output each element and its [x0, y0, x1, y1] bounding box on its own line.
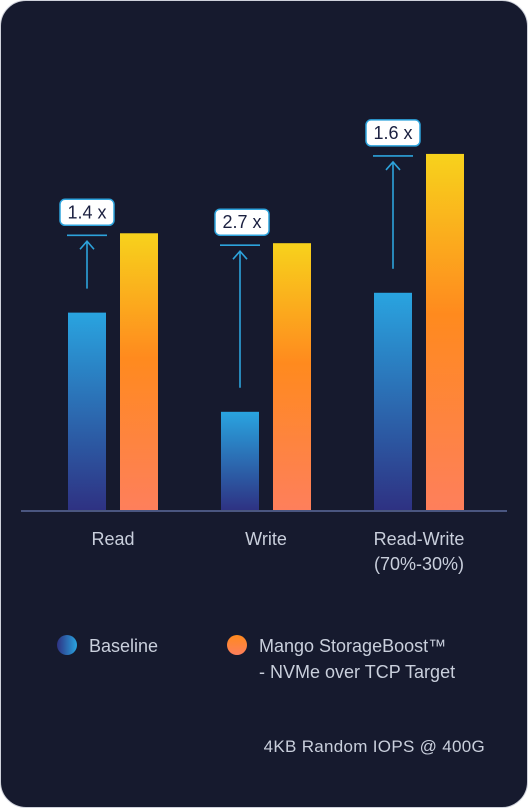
legend-label-baseline: Baseline	[89, 636, 159, 656]
legend-label-storageboost-line1: Mango StorageBoost™	[259, 636, 447, 656]
legend-swatch-baseline	[57, 635, 77, 655]
ratio-label-box-read-write	[365, 119, 421, 147]
bar-chart: 1.4 x Read 2.7 x Write 1.6 x Read-Write (70%-3…	[21, 119, 507, 574]
ratio-arrow-write	[220, 244, 260, 388]
legend: Baseline Mango StorageBoost™ - NVMe over…	[57, 633, 517, 693]
bar-storageboost-write	[273, 243, 311, 511]
ratio-label-box-write	[214, 208, 270, 236]
x-tick-label-read: Read	[91, 529, 134, 549]
legend-item-storageboost: Mango StorageBoost™ - NVMe over TCP Targ…	[227, 633, 455, 685]
bar-baseline-read-write	[374, 292, 412, 511]
ratio-arrow-read	[67, 234, 107, 289]
legend-swatch-storageboost	[227, 635, 247, 655]
x-tick-label-read-write: Read-Write	[374, 529, 465, 549]
bar-baseline-write	[221, 411, 259, 511]
bar-baseline-read	[68, 312, 106, 511]
bar-storageboost-read-write	[426, 153, 464, 511]
ratio-label-write: 2.7 x	[222, 212, 261, 232]
x-tick-label-write: Write	[245, 529, 287, 549]
ratio-label-read-write: 1.6 x	[373, 123, 412, 143]
ratio-label-box-read	[59, 198, 115, 227]
chart-footnote: 4KB Random IOPS @ 400G	[263, 737, 485, 756]
legend-label-storageboost-line2: - NVMe over TCP Target	[259, 662, 456, 682]
legend-item-baseline: Baseline	[57, 633, 158, 659]
bar-storageboost-read	[120, 233, 158, 511]
x-tick-sublabel-read-write: (70%-30%)	[374, 554, 464, 574]
ratio-arrow-read-write	[373, 155, 413, 269]
ratio-label-read: 1.4 x	[67, 202, 106, 222]
legend-label-storageboost: Mango StorageBoost™ - NVMe over TCP Targ…	[259, 633, 455, 685]
